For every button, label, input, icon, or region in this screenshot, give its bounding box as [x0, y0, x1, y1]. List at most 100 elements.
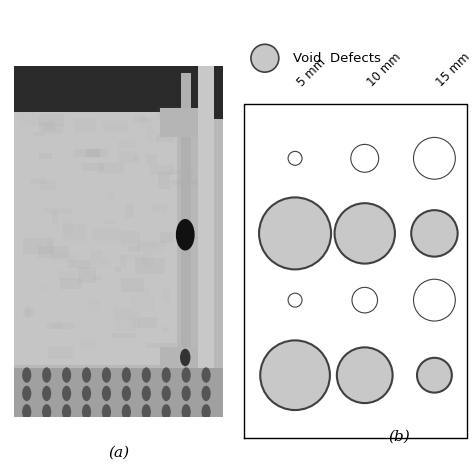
Circle shape [82, 367, 91, 383]
FancyBboxPatch shape [14, 112, 177, 365]
Circle shape [182, 404, 191, 419]
Circle shape [102, 386, 111, 401]
Text: 5 mm: 5 mm [295, 56, 328, 90]
Circle shape [182, 386, 191, 401]
Circle shape [260, 340, 330, 410]
FancyBboxPatch shape [157, 106, 183, 120]
FancyBboxPatch shape [198, 66, 214, 417]
Circle shape [181, 226, 186, 235]
FancyBboxPatch shape [60, 278, 82, 289]
FancyBboxPatch shape [43, 126, 63, 134]
Text: 10 mm: 10 mm [365, 51, 403, 90]
Circle shape [288, 293, 302, 307]
Circle shape [185, 226, 190, 235]
Text: 15 mm: 15 mm [434, 51, 473, 90]
Circle shape [176, 219, 195, 251]
FancyBboxPatch shape [160, 347, 198, 375]
Circle shape [179, 230, 184, 239]
FancyBboxPatch shape [67, 260, 90, 268]
FancyBboxPatch shape [171, 180, 201, 185]
FancyBboxPatch shape [52, 210, 58, 225]
FancyBboxPatch shape [74, 149, 100, 157]
Circle shape [417, 358, 452, 392]
FancyBboxPatch shape [14, 66, 223, 417]
Circle shape [413, 137, 456, 179]
Circle shape [142, 367, 151, 383]
FancyBboxPatch shape [47, 241, 52, 246]
FancyBboxPatch shape [160, 232, 173, 243]
Circle shape [182, 367, 191, 383]
Circle shape [62, 367, 71, 383]
Circle shape [22, 386, 31, 401]
Circle shape [142, 404, 151, 419]
FancyBboxPatch shape [52, 323, 75, 328]
Circle shape [201, 386, 210, 401]
Circle shape [42, 404, 51, 419]
FancyBboxPatch shape [85, 149, 108, 156]
Circle shape [42, 386, 51, 401]
Circle shape [180, 349, 191, 366]
Circle shape [162, 386, 171, 401]
Circle shape [62, 404, 71, 419]
FancyBboxPatch shape [39, 153, 52, 158]
FancyBboxPatch shape [38, 246, 69, 258]
FancyBboxPatch shape [14, 66, 223, 119]
FancyBboxPatch shape [23, 238, 55, 254]
Circle shape [352, 287, 377, 313]
FancyBboxPatch shape [128, 246, 140, 251]
FancyBboxPatch shape [38, 114, 64, 126]
Text: Void  Defects: Void Defects [293, 52, 381, 65]
Circle shape [102, 404, 111, 419]
Circle shape [201, 404, 210, 419]
FancyBboxPatch shape [162, 327, 169, 332]
FancyBboxPatch shape [146, 155, 156, 165]
FancyBboxPatch shape [39, 122, 55, 131]
FancyBboxPatch shape [158, 172, 170, 189]
Circle shape [22, 367, 31, 383]
FancyBboxPatch shape [98, 163, 124, 173]
FancyBboxPatch shape [14, 368, 223, 417]
FancyBboxPatch shape [135, 258, 165, 274]
FancyBboxPatch shape [93, 275, 101, 280]
FancyBboxPatch shape [115, 267, 121, 272]
FancyBboxPatch shape [150, 165, 174, 175]
Circle shape [351, 145, 379, 172]
FancyBboxPatch shape [23, 310, 34, 317]
Circle shape [251, 44, 279, 72]
Circle shape [335, 203, 395, 264]
Circle shape [22, 404, 31, 419]
FancyBboxPatch shape [121, 278, 144, 292]
Circle shape [82, 386, 91, 401]
Circle shape [259, 197, 331, 269]
FancyBboxPatch shape [133, 156, 140, 161]
Circle shape [102, 367, 111, 383]
Circle shape [411, 210, 457, 256]
Circle shape [201, 367, 210, 383]
Circle shape [288, 151, 302, 165]
Circle shape [187, 230, 191, 239]
Circle shape [62, 386, 71, 401]
Circle shape [42, 367, 51, 383]
FancyBboxPatch shape [33, 132, 44, 136]
FancyBboxPatch shape [121, 231, 140, 246]
Circle shape [122, 404, 131, 419]
FancyBboxPatch shape [155, 134, 174, 142]
Circle shape [181, 235, 186, 243]
Circle shape [122, 386, 131, 401]
Circle shape [122, 367, 131, 383]
FancyBboxPatch shape [47, 346, 73, 359]
Circle shape [162, 404, 171, 419]
FancyBboxPatch shape [160, 109, 198, 137]
FancyBboxPatch shape [181, 73, 191, 382]
Circle shape [142, 386, 151, 401]
FancyBboxPatch shape [138, 317, 157, 328]
Text: (b): (b) [389, 430, 410, 444]
FancyBboxPatch shape [112, 333, 136, 337]
Circle shape [82, 404, 91, 419]
FancyBboxPatch shape [82, 163, 104, 171]
FancyBboxPatch shape [146, 343, 176, 348]
Circle shape [162, 367, 171, 383]
FancyBboxPatch shape [25, 306, 31, 318]
Circle shape [337, 347, 392, 403]
Text: (a): (a) [108, 445, 129, 459]
